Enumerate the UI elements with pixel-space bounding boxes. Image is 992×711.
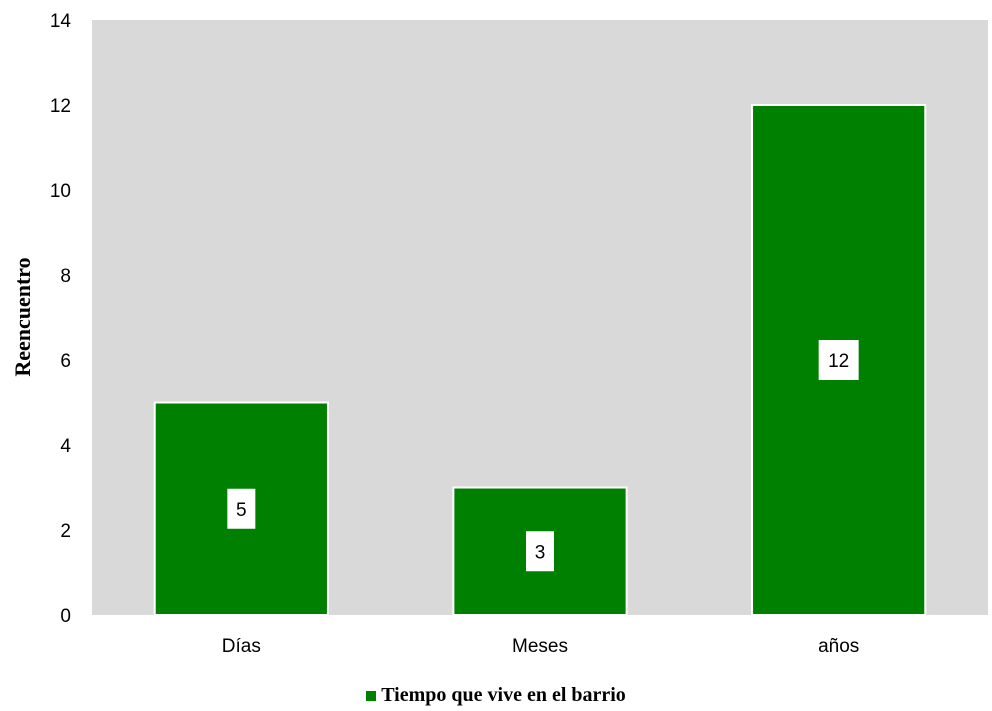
data-label: 3 [535, 542, 546, 563]
data-label: 12 [828, 351, 849, 372]
legend-swatch [366, 690, 377, 701]
bars: 5 3 12 [153, 104, 927, 616]
legend-label: Tiempo que vive en el barrio [381, 684, 626, 706]
legend: Tiempo que vive en el barrio [0, 684, 992, 707]
x-tick-label: Días [222, 636, 261, 657]
data-label: 5 [236, 500, 247, 521]
data-label-box [818, 340, 859, 380]
y-tick-label: 8 [60, 266, 71, 287]
data-label-box [227, 488, 256, 529]
y-tick-label: 14 [50, 11, 72, 32]
x-tick-label: Meses [512, 636, 568, 657]
y-tick-label: 4 [60, 436, 71, 457]
y-tick-label: 6 [60, 351, 71, 372]
y-axis-label: Reencuentro [10, 257, 35, 376]
y-tick-label: 10 [50, 181, 71, 202]
data-label-box [526, 531, 554, 572]
y-tick-label: 2 [60, 521, 71, 542]
y-tick-label: 12 [50, 96, 71, 117]
x-axis-ticks: Días Meses años [222, 636, 859, 657]
y-axis-ticks: 0 2 4 6 8 10 12 14 [50, 11, 72, 627]
x-tick-label: años [818, 636, 859, 657]
y-tick-label: 0 [60, 606, 71, 627]
